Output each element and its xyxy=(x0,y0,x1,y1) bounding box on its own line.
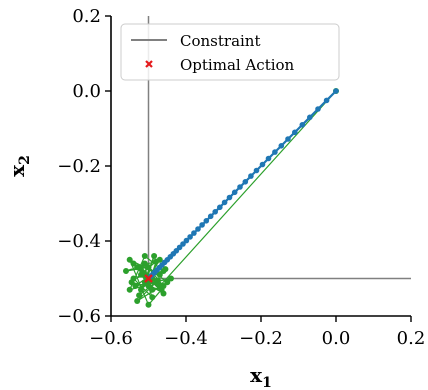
series-0-point-17 xyxy=(221,199,228,206)
series-0-point-13 xyxy=(242,179,249,185)
y-axis-label-subscript: 2 xyxy=(17,155,33,165)
series-0-point-2 xyxy=(315,106,321,112)
series-1-point-35 xyxy=(154,277,161,284)
x-tick-label-3: 0.0 xyxy=(322,328,351,349)
series-1-point-34 xyxy=(139,269,146,276)
x-axis-label-subscript: 1 xyxy=(262,375,272,390)
series-0-point-7 xyxy=(278,143,285,149)
x-axis-label: x1 xyxy=(250,363,272,390)
series-1-point-32 xyxy=(128,279,135,286)
series-0-point-12 xyxy=(248,173,254,179)
series-1-point-9 xyxy=(134,298,141,304)
series-0-point-26 xyxy=(183,237,190,244)
series-1-point-37 xyxy=(151,253,158,259)
legend-box xyxy=(120,23,340,81)
series-1-point-11 xyxy=(145,264,152,271)
legend: Constraint Optimal Action xyxy=(120,23,340,81)
y-tick-label-1: −0.4 xyxy=(57,231,101,252)
series-1-point-16 xyxy=(130,260,137,267)
series-0-point-0 xyxy=(333,88,339,94)
y-tick-label-4: 0.2 xyxy=(72,6,101,27)
y-tick-label-0: −0.6 xyxy=(57,306,101,327)
optimal-action-marker xyxy=(144,274,153,283)
series-0-point-9 xyxy=(265,155,272,162)
series-1-point-27 xyxy=(134,264,141,271)
y-ticks: −0.6 −0.4 −0.2 0.0 0.2 xyxy=(57,6,111,327)
series-0-point-24 xyxy=(191,230,197,236)
series-0-point-20 xyxy=(207,213,214,220)
series-1-point-6 xyxy=(141,253,148,259)
series-1-point-12 xyxy=(123,268,129,274)
series-1-point-21 xyxy=(168,275,174,282)
series-0-point-16 xyxy=(226,194,233,201)
series-0-point-6 xyxy=(285,136,291,142)
series-0-point-14 xyxy=(237,184,243,190)
series-0-point-22 xyxy=(199,222,205,228)
series-0-point-18 xyxy=(217,204,223,211)
series-0-point-11 xyxy=(253,167,260,174)
x-tick-label-4: 0.2 xyxy=(397,328,426,349)
series-1-point-23 xyxy=(126,256,133,263)
series-1-point-39 xyxy=(162,266,169,273)
series-0-point-25 xyxy=(187,234,193,240)
legend-x-stroke-b xyxy=(145,60,153,68)
series-0-point-15 xyxy=(231,189,238,196)
y-tick-label-3: 0.0 xyxy=(72,81,101,102)
series-1-point-29 xyxy=(141,260,148,267)
legend-constraint-label: Constraint xyxy=(180,32,261,50)
series-1-point-30 xyxy=(145,283,152,289)
series-0-point-8 xyxy=(272,149,278,155)
series-1-point-3 xyxy=(149,294,156,301)
series-1-point-24 xyxy=(156,271,163,278)
series-1-point-20 xyxy=(132,283,139,289)
series-0-point-21 xyxy=(203,218,210,224)
series-1-point-26 xyxy=(149,286,156,293)
legend-optimal-label: Optimal Action xyxy=(180,56,295,74)
series-1-point-31 xyxy=(153,258,159,265)
y-axis-label: x2 xyxy=(5,155,33,177)
series-0-point-27 xyxy=(180,241,186,247)
series-0-point-3 xyxy=(307,114,313,121)
plot-area xyxy=(123,16,411,308)
x-ticks: −0.6 −0.4 −0.2 0.0 0.2 xyxy=(89,316,425,349)
series-1-point-10 xyxy=(164,279,171,286)
x-tick-label-2: −0.2 xyxy=(239,328,283,349)
series-0-point-19 xyxy=(212,209,218,215)
optimal-action-stroke-b xyxy=(144,274,153,283)
x-tick-label-0: −0.6 xyxy=(89,328,133,349)
series-0-point-1 xyxy=(323,97,330,104)
series-1-point-33 xyxy=(158,286,165,293)
y-tick-label-2: −0.2 xyxy=(57,156,101,177)
series-1-point-22 xyxy=(145,301,152,308)
series-0-point-5 xyxy=(292,129,298,136)
series-1-point-14 xyxy=(138,286,144,293)
series-0-point-10 xyxy=(259,161,266,168)
x-tick-label-1: −0.4 xyxy=(164,328,208,349)
series-1-point-7 xyxy=(126,286,133,293)
series-1-point-36 xyxy=(136,292,143,299)
legend-optimal-swatch xyxy=(145,60,153,68)
series-0-point-23 xyxy=(195,226,201,232)
series-0-point-4 xyxy=(299,122,306,128)
